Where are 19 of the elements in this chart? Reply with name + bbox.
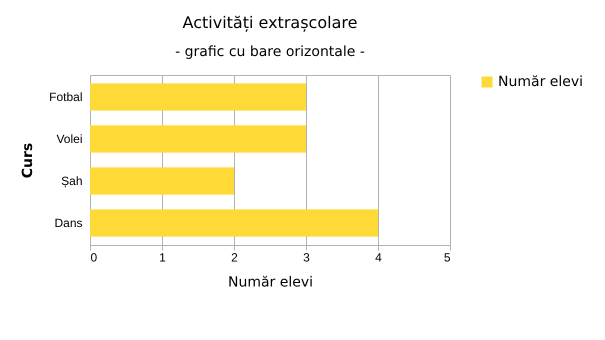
bar <box>90 209 378 237</box>
bar <box>90 83 306 111</box>
x-tick-label: 4 <box>375 250 382 264</box>
y-tick-label: Fotbal <box>49 90 82 104</box>
x-axis-title: Număr elevi <box>228 274 314 290</box>
x-tick-label: 0 <box>90 250 98 264</box>
x-tick-label: 1 <box>159 250 166 264</box>
x-tick-label: 3 <box>303 250 310 264</box>
bar <box>90 167 234 195</box>
chart-subtitle: - grafic cu bare orizontale - <box>175 44 365 60</box>
y-tick-label: Șah <box>61 174 82 188</box>
y-tick-label: Dans <box>54 216 82 230</box>
y-axis-title: Curs <box>20 142 36 178</box>
bar <box>90 125 306 153</box>
x-tick-label: 2 <box>231 250 238 264</box>
chart-title: Activități extrașcolare <box>182 13 358 32</box>
legend-label: Număr elevi <box>498 74 584 90</box>
y-tick-label: Volei <box>56 132 82 146</box>
x-tick-label: 5 <box>444 250 451 264</box>
